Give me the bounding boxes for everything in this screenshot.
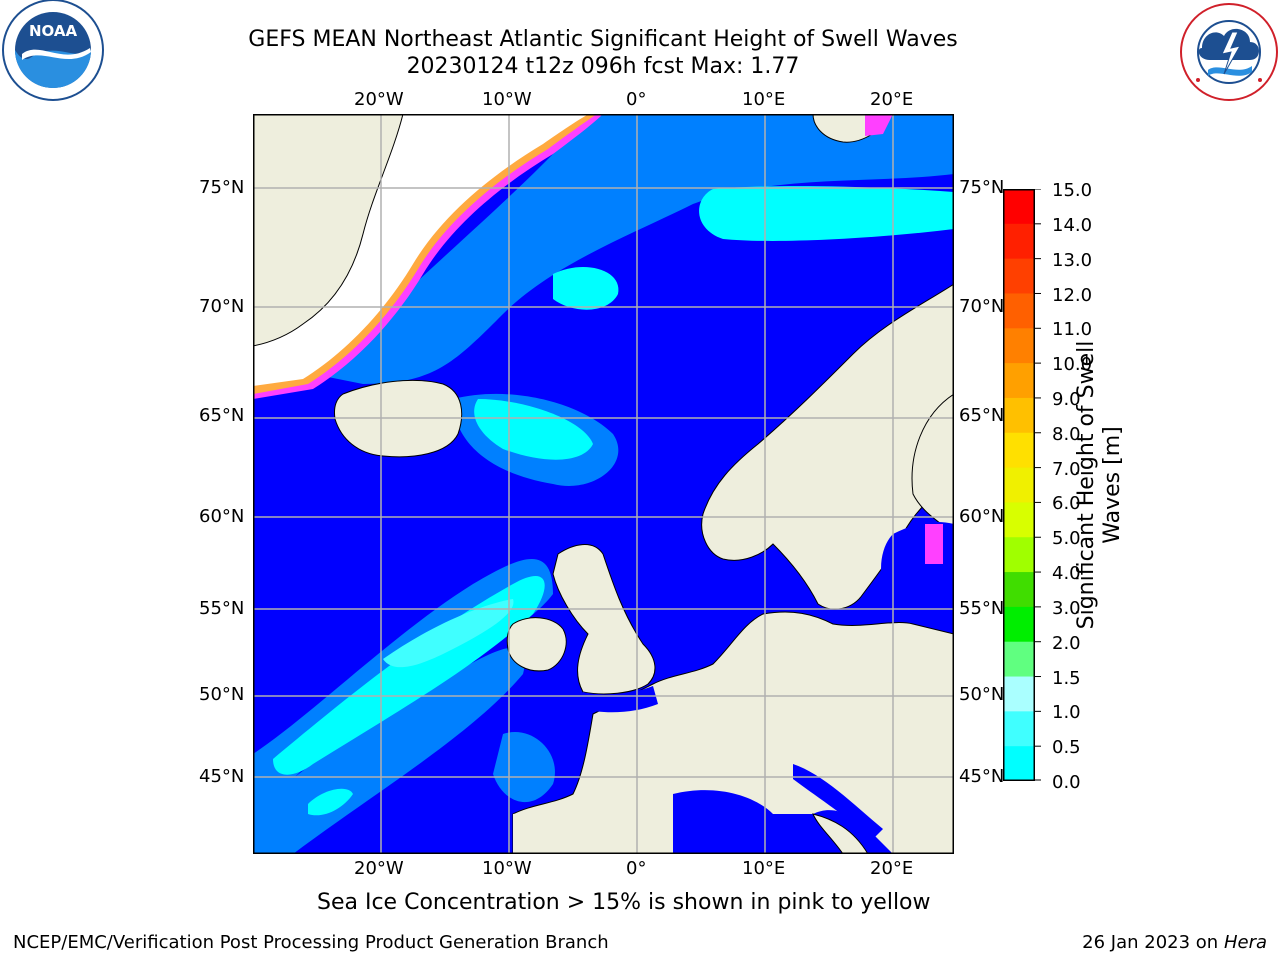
ireland-land <box>506 617 567 672</box>
lat-label-right: 60°N <box>959 506 1005 527</box>
adriatic-sea <box>793 764 883 839</box>
lat-label-left: 55°N <box>199 598 245 619</box>
colorbar-band <box>1003 641 1034 678</box>
colorbar-tick-label: 10.0 <box>1052 354 1093 376</box>
colorbar-tick-label: 3.0 <box>1052 597 1081 619</box>
colorbar-tick-label: 12.0 <box>1052 284 1093 306</box>
iberia-coast <box>513 804 588 854</box>
lat-label-left: 70°N <box>199 296 245 317</box>
italy-land <box>812 813 869 854</box>
lon-label-bottom: 20°E <box>870 858 914 879</box>
lat-label-right: 70°N <box>959 296 1005 317</box>
greenland-land <box>253 114 404 347</box>
lat-label-left: 45°N <box>199 766 245 787</box>
svg-text:NOAA: NOAA <box>29 22 78 40</box>
colorbar-tick-label: 6.0 <box>1052 493 1081 515</box>
noaa-logo-icon: NOAA <box>0 0 106 104</box>
footer-date: 26 Jan 2023 on <box>1082 932 1224 953</box>
colorbar-tick-label: 4.0 <box>1052 563 1081 585</box>
colorbar-band <box>1003 502 1034 538</box>
colorbar-tick-label: 5.0 <box>1052 528 1081 550</box>
lon-label-bottom: 10°W <box>482 858 532 879</box>
colorbar-band <box>1003 293 1034 329</box>
lat-label-left: 50°N <box>199 684 245 705</box>
colorbar-band <box>1003 467 1034 503</box>
europe-land <box>512 611 954 854</box>
lon-label-top: 20°W <box>354 89 404 110</box>
colorbar-band <box>1003 363 1034 399</box>
colorbar <box>1003 189 1041 781</box>
colorbar-band <box>1003 432 1034 469</box>
colorbar-title-line2: Waves [m] <box>1100 426 1125 544</box>
colorbar-tick-label: 13.0 <box>1052 249 1093 271</box>
swell-band-mid-north <box>313 114 954 384</box>
lat-label-right: 55°N <box>959 598 1005 619</box>
barents-lightblue <box>893 114 954 149</box>
north-sea <box>653 584 733 644</box>
lon-label-top: 10°E <box>742 89 786 110</box>
map-frame <box>253 114 954 854</box>
colorbar-band <box>1003 223 1034 260</box>
colorbar-tick-label: 7.0 <box>1052 458 1081 480</box>
colorbar-tick-label: 2.0 <box>1052 632 1081 654</box>
colorbar-band <box>1003 606 1034 643</box>
colorbar-tick-label: 1.5 <box>1052 667 1081 689</box>
nws-logo-icon <box>1178 2 1280 102</box>
colorbar-band <box>1003 572 1034 608</box>
footer-host: Hera <box>1223 932 1267 953</box>
colorbar-band <box>1003 676 1034 712</box>
swell-band-light-azores <box>308 788 353 816</box>
lon-label-top: 20°E <box>870 89 914 110</box>
colorbar-band <box>1003 537 1034 573</box>
colorbar-band <box>1003 746 1034 781</box>
swell-band-light-iceland <box>474 399 593 460</box>
lat-label-right: 75°N <box>959 177 1005 198</box>
colorbar-title: Significant Height of Swell Waves [m] <box>1074 341 1126 630</box>
colorbar-title-line1: Significant Height of Swell <box>1074 340 1099 630</box>
colorbar-tick-label: 15.0 <box>1052 180 1093 201</box>
lon-label-top: 10°W <box>482 89 532 110</box>
footer-credit: NCEP/EMC/Verification Post Processing Pr… <box>13 932 609 953</box>
colorbar-band <box>1003 328 1034 364</box>
lat-label-right: 50°N <box>959 684 1005 705</box>
sea-ice-caption: Sea Ice Concentration > 15% is shown in … <box>317 890 931 915</box>
lat-label-right: 45°N <box>959 766 1005 787</box>
lat-label-left: 65°N <box>199 405 245 426</box>
colorbar-tick-label: 9.0 <box>1052 388 1081 410</box>
colorbar-tick-label: 0.0 <box>1052 772 1081 793</box>
graticule <box>253 114 954 854</box>
footer-timestamp: 26 Jan 2023 on Hera <box>1082 932 1267 953</box>
swell-band-light-norwegian-sea <box>699 186 954 241</box>
colorbar-tick-label: 0.5 <box>1052 737 1081 759</box>
svalbard-ice <box>865 114 893 136</box>
colorbar-ticks: 15.0 14.0 13.0 12.0 11.0 10.0 9.0 8.0 7.0 6.0 5.0 4… <box>1052 180 1112 793</box>
english-channel <box>583 686 658 713</box>
lat-label-right: 65°N <box>959 405 1005 426</box>
colorbar-tick-label: 14.0 <box>1052 214 1093 236</box>
colorbar-band <box>1003 711 1034 747</box>
map-title: GEFS MEAN Northeast Atlantic Significant… <box>248 27 958 52</box>
lat-label-left: 75°N <box>199 177 245 198</box>
swell-height-map <box>253 114 954 854</box>
ice-gulf-of-finland <box>925 524 943 564</box>
great-britain-land <box>552 544 656 695</box>
lon-label-top: 0° <box>626 89 647 110</box>
colorbar-tick-label: 8.0 <box>1052 423 1081 445</box>
colorbar-band <box>1003 258 1034 294</box>
colorbar-tick-label: 1.0 <box>1052 702 1081 724</box>
lon-label-bottom: 10°E <box>742 858 786 879</box>
swell-band-light-jan-mayen <box>553 266 619 310</box>
lon-label-bottom: 20°W <box>354 858 404 879</box>
swell-band-max <box>383 599 514 668</box>
colorbar-band <box>1003 397 1034 434</box>
map-subtitle: 20230124 t12z 096h fcst Max: 1.77 <box>406 54 800 79</box>
colorbar-tick-label: 11.0 <box>1052 319 1093 341</box>
colorbar-band <box>1003 189 1034 225</box>
lon-label-bottom: 0° <box>626 858 647 879</box>
lat-label-left: 60°N <box>199 506 245 527</box>
